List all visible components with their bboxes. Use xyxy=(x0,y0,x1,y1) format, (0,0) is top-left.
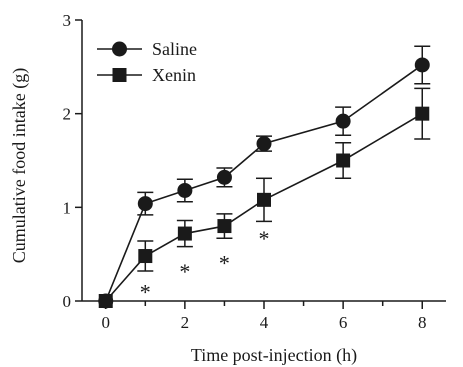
significance-star: * xyxy=(259,226,270,251)
significance-annotations: * * * * xyxy=(140,226,270,304)
significance-star: * xyxy=(140,280,151,305)
y-tick-label: 2 xyxy=(63,105,72,124)
legend: Saline Xenin xyxy=(97,39,197,85)
y-tick-label: 3 xyxy=(63,11,72,30)
circle-marker xyxy=(177,182,193,198)
y-tick-label: 1 xyxy=(63,198,72,217)
axes xyxy=(81,20,446,302)
x-tick-label: 2 xyxy=(181,313,190,332)
y-tick-label: 0 xyxy=(63,292,72,311)
x-tick-label: 8 xyxy=(418,313,427,332)
square-marker xyxy=(98,294,113,308)
x-tick-label: 0 xyxy=(101,313,110,332)
series-saline xyxy=(98,45,431,309)
series-xenin xyxy=(98,87,431,308)
significance-star: * xyxy=(179,259,190,284)
y-axis-title: Cumulative food intake (g) xyxy=(9,68,30,263)
significance-star: * xyxy=(219,251,230,276)
circle-marker xyxy=(137,196,153,212)
x-ticks: 0 2 4 6 8 xyxy=(101,301,427,332)
legend-label: Saline xyxy=(152,39,197,59)
circle-marker xyxy=(335,113,351,129)
square-marker xyxy=(257,192,271,207)
circle-marker xyxy=(216,169,232,185)
x-tick-label: 4 xyxy=(260,313,269,332)
square-marker xyxy=(177,226,192,241)
circle-marker xyxy=(256,136,272,152)
legend-label: Xenin xyxy=(152,65,196,85)
square-marker xyxy=(217,219,232,234)
x-axis-title: Time post-injection (h) xyxy=(191,345,357,366)
circle-marker xyxy=(112,41,127,57)
square-marker xyxy=(336,153,351,168)
circle-marker xyxy=(414,57,430,73)
square-marker xyxy=(112,68,127,82)
square-marker xyxy=(415,106,430,121)
square-marker xyxy=(138,249,153,264)
y-ticks: 0 1 2 3 xyxy=(63,11,82,311)
series-layer xyxy=(98,45,431,309)
x-tick-label: 6 xyxy=(339,313,348,332)
